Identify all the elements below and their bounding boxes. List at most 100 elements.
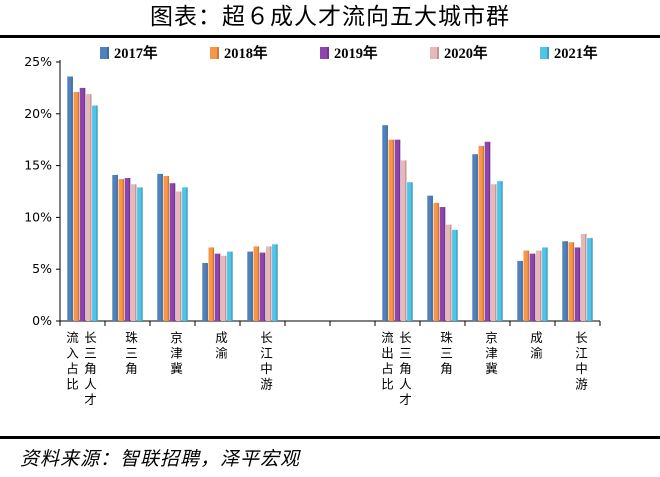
bar-2021年 [137, 187, 143, 321]
bar-2020年 [490, 184, 497, 321]
bar-2017年 [517, 260, 523, 321]
category-label: 珠三角 [125, 330, 138, 376]
bar-shade [270, 246, 272, 321]
legend-label: 2019年 [334, 44, 378, 62]
bar-shade [186, 187, 188, 321]
bar-2019年 [259, 252, 266, 321]
bar-shade [206, 262, 208, 321]
bar-2017年 [112, 174, 118, 321]
bar-2021年 [92, 105, 98, 322]
bar-2019年 [529, 253, 536, 321]
group-label: 流出占比 [381, 330, 394, 392]
bar-shade [90, 94, 92, 321]
legend-swatch-shade [327, 47, 329, 59]
category-label: 长三角人才 [399, 330, 412, 407]
bar-2021年 [182, 187, 188, 321]
bar-2018年 [478, 145, 485, 321]
category-label: 珠三角 [440, 330, 453, 376]
source-note: 资料来源：智联招聘，泽平宏观 [20, 448, 301, 470]
bar-shade [437, 202, 440, 321]
bar-shade [398, 139, 401, 321]
bar-shade [527, 250, 530, 321]
bar-shade [257, 246, 260, 321]
bar-shade [443, 207, 446, 321]
bar-shade [572, 242, 575, 321]
bar-shade [540, 250, 542, 321]
y-tick-label: 0% [32, 313, 52, 328]
bar-shade [521, 260, 523, 321]
y-tick-label: 20% [24, 106, 52, 121]
bar-shade [135, 184, 137, 321]
bar-shade [566, 241, 568, 321]
bar-shade [482, 145, 485, 321]
bar-2019年 [79, 87, 86, 322]
legend-swatch [100, 47, 109, 59]
category-label: 京津冀 [170, 330, 183, 376]
bar-2021年 [272, 244, 278, 321]
bar-shade [116, 174, 118, 321]
bar-2019年 [124, 178, 131, 321]
bar-2017年 [157, 173, 163, 321]
bar-2018年 [523, 250, 530, 321]
bar-2017年 [562, 241, 568, 321]
bar-2020年 [580, 233, 587, 321]
bar-2018年 [208, 247, 215, 321]
bar-shade [128, 178, 131, 321]
legend-swatch [430, 47, 439, 59]
bar-shade [392, 139, 395, 321]
bar-shade [212, 247, 215, 321]
y-tick-label: 5% [32, 261, 52, 276]
legend-swatch-shade [547, 47, 549, 59]
bar-shade [578, 247, 581, 321]
bar-2021年 [452, 229, 458, 321]
bar-shade [167, 175, 170, 321]
y-tick-label: 25% [24, 54, 52, 69]
legend-swatch-shade [217, 47, 219, 59]
bar-2020年 [535, 250, 542, 321]
category-label: 长江中游 [575, 330, 588, 392]
bar-shade [411, 182, 413, 321]
bar-2018年 [73, 92, 80, 321]
bar-2020年 [175, 191, 182, 321]
bar-2020年 [445, 224, 452, 321]
legend-swatch [320, 47, 329, 59]
y-tick-label: 10% [24, 209, 52, 224]
category-label: 京津冀 [485, 330, 498, 376]
bar-2017年 [67, 76, 73, 321]
bar-2020年 [400, 160, 407, 321]
category-label: 成渝 [530, 330, 543, 361]
legend-label: 2020年 [444, 44, 488, 62]
bar-shade [161, 173, 163, 321]
bar-shade [263, 252, 266, 321]
bar-2019年 [214, 253, 221, 321]
y-tick-label: 15% [24, 158, 52, 173]
legend-swatch [210, 47, 219, 59]
bar-shade [71, 76, 73, 321]
bar-2019年 [394, 139, 401, 321]
bar-shade [231, 251, 233, 321]
source-rule [0, 436, 660, 439]
bar-shade [276, 244, 278, 321]
bar-shade [456, 229, 458, 321]
bar-2021年 [227, 251, 233, 321]
bar-2018年 [253, 246, 260, 321]
bar-2021年 [542, 247, 548, 321]
bar-shade [122, 179, 125, 321]
bar-2017年 [247, 251, 253, 321]
bar-shade [225, 255, 227, 321]
category-label: 成渝 [215, 330, 228, 361]
bar-shade [431, 195, 433, 321]
bar-shade [386, 125, 388, 321]
bar-chart: 0% 5% 10% 15% 20% 25% 流入占比 长三角人才 珠三角 京津冀 成渝 长江中游 流出占… [24, 44, 601, 407]
legend-label: 2021年 [554, 44, 598, 62]
bar-2019年 [574, 247, 581, 321]
bar-2018年 [568, 242, 575, 321]
bar-shade [533, 253, 536, 321]
bar-2019年 [484, 141, 491, 321]
legend-swatch-shade [107, 47, 109, 59]
bar-2018年 [118, 179, 125, 321]
bar-2018年 [163, 175, 170, 321]
bar-shade [501, 181, 503, 321]
group-label: 流入占比 [66, 330, 79, 392]
bar-2019年 [439, 207, 446, 321]
